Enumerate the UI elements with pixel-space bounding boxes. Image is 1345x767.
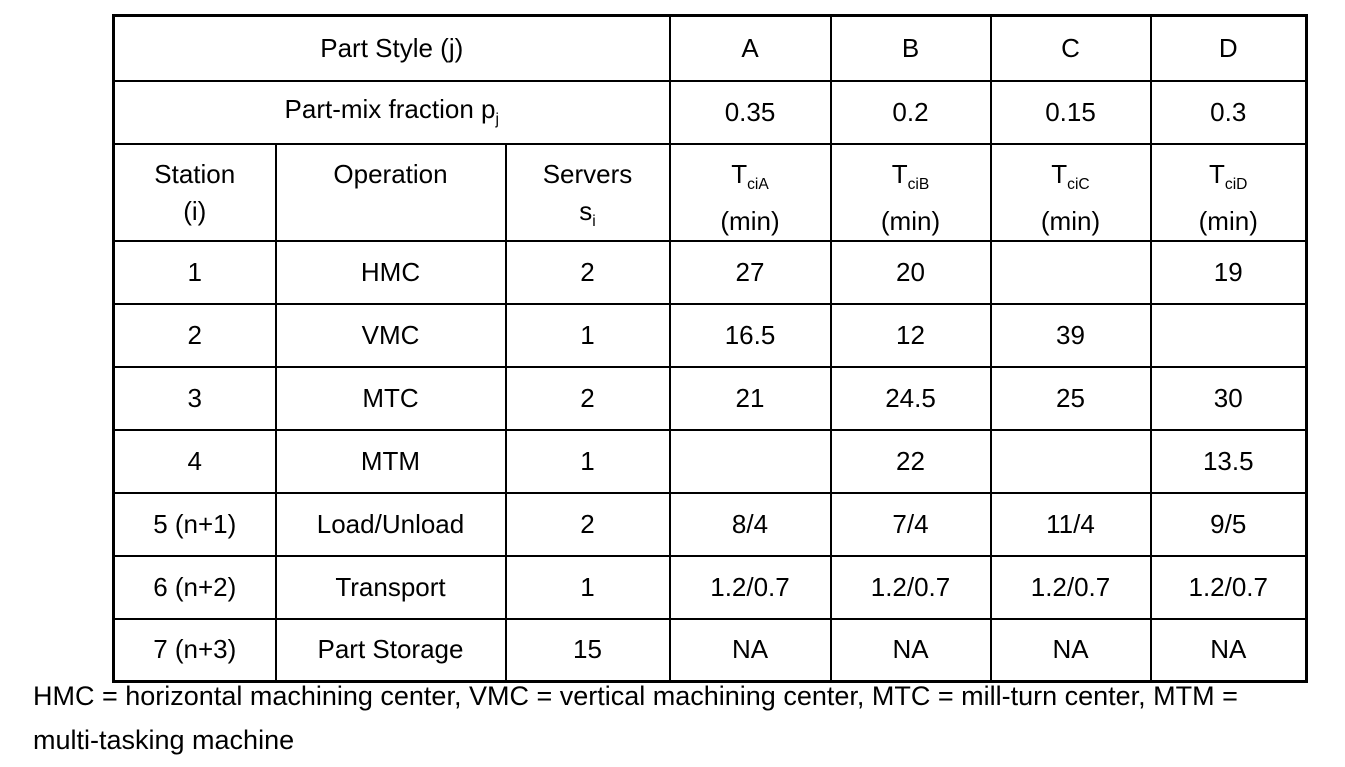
header-time-a-symbol: TciA bbox=[731, 158, 769, 193]
cell-operation: Part Storage bbox=[274, 617, 507, 683]
part-style-d: D bbox=[1149, 14, 1308, 82]
cell-time-d: 13.5 bbox=[1149, 428, 1308, 494]
cell-time-b: 22 bbox=[829, 428, 992, 494]
row-part-style: Part Style (j) A B C D bbox=[112, 14, 1308, 82]
cell-time-d bbox=[1149, 302, 1308, 368]
header-time-c-symbol: TciC bbox=[1051, 158, 1090, 193]
cell-time-c bbox=[989, 428, 1152, 494]
cell-time-b: 7/4 bbox=[829, 491, 992, 557]
part-mix-label-text: Part-mix fraction p bbox=[284, 94, 496, 125]
cell-station: 5 (n+1) bbox=[112, 491, 277, 557]
cell-time-d: NA bbox=[1149, 617, 1308, 683]
cell-time-c: 11/4 bbox=[989, 491, 1152, 557]
table-row-station-5: 5 (n+1) Load/Unload 2 8/4 7/4 11/4 9/5 bbox=[112, 491, 1308, 557]
cell-station: 1 bbox=[112, 239, 277, 305]
cell-servers: 1 bbox=[504, 302, 671, 368]
header-time-c: TciC (min) bbox=[989, 142, 1152, 242]
part-style-a: A bbox=[668, 14, 832, 82]
row-part-mix: Part-mix fraction pj 0.35 0.2 0.15 0.3 bbox=[112, 79, 1308, 145]
cell-operation: Transport bbox=[274, 554, 507, 620]
cell-servers: 1 bbox=[504, 428, 671, 494]
cell-station: 3 bbox=[112, 365, 277, 431]
row-column-headers: Station (i) Operation Servers si TciA (m… bbox=[112, 142, 1308, 242]
table-row-station-4: 4 MTM 1 22 13.5 bbox=[112, 428, 1308, 494]
fms-data-table: Part Style (j) A B C D Part-mix fraction… bbox=[112, 14, 1308, 684]
header-servers: Servers si bbox=[504, 142, 671, 242]
part-mix-value-d: 0.3 bbox=[1149, 79, 1308, 145]
table-row-station-7: 7 (n+3) Part Storage 15 NA NA NA NA bbox=[112, 617, 1308, 683]
cell-operation: Load/Unload bbox=[274, 491, 507, 557]
table-row-station-2: 2 VMC 1 16.5 12 39 bbox=[112, 302, 1308, 368]
table-row-station-3: 3 MTC 2 21 24.5 25 30 bbox=[112, 365, 1308, 431]
cell-time-c: 39 bbox=[989, 302, 1152, 368]
footnote-line-1: HMC = horizontal machining center, VMC =… bbox=[33, 681, 1238, 711]
cell-time-b: 20 bbox=[829, 239, 992, 305]
part-mix-label: Part-mix fraction pj bbox=[112, 79, 671, 145]
header-servers-line2: si bbox=[508, 193, 668, 239]
cell-time-a: 1.2/0.7 bbox=[668, 554, 832, 620]
header-time-d-unit: (min) bbox=[1198, 205, 1258, 236]
cell-time-d: 1.2/0.7 bbox=[1149, 554, 1308, 620]
part-mix-label-sub: j bbox=[495, 111, 499, 129]
cell-station: 6 (n+2) bbox=[112, 554, 277, 620]
header-time-b-symbol: TciB bbox=[891, 158, 930, 193]
header-station: Station (i) bbox=[112, 142, 277, 242]
cell-servers: 15 bbox=[504, 617, 671, 683]
part-style-b: B bbox=[829, 14, 992, 82]
cell-station: 7 (n+3) bbox=[112, 617, 277, 683]
part-style-label: Part Style (j) bbox=[112, 14, 671, 82]
part-style-c: C bbox=[989, 14, 1152, 82]
header-time-d: TciD (min) bbox=[1149, 142, 1308, 242]
table-row-station-6: 6 (n+2) Transport 1 1.2/0.7 1.2/0.7 1.2/… bbox=[112, 554, 1308, 620]
header-servers-line1: Servers bbox=[542, 158, 633, 189]
cell-time-c bbox=[989, 239, 1152, 305]
cell-operation: MTC bbox=[274, 365, 507, 431]
cell-time-a: 21 bbox=[668, 365, 832, 431]
header-time-a: TciA (min) bbox=[668, 142, 832, 242]
header-time-a-unit: (min) bbox=[720, 205, 780, 236]
cell-servers: 2 bbox=[504, 491, 671, 557]
cell-time-a bbox=[668, 428, 832, 494]
cell-time-b: 1.2/0.7 bbox=[829, 554, 992, 620]
part-mix-value-a: 0.35 bbox=[668, 79, 832, 145]
servers-symbol: s bbox=[579, 195, 593, 226]
cell-time-b: 12 bbox=[829, 302, 992, 368]
header-station-line2: (i) bbox=[183, 195, 207, 226]
cell-time-c: 1.2/0.7 bbox=[989, 554, 1152, 620]
footnote-line-2: multi-tasking machine bbox=[33, 725, 295, 755]
cell-time-c: NA bbox=[989, 617, 1152, 683]
table-row-station-1: 1 HMC 2 27 20 19 bbox=[112, 239, 1308, 305]
cell-time-b: NA bbox=[829, 617, 992, 683]
header-operation: Operation bbox=[274, 142, 507, 242]
header-station-line1: Station bbox=[154, 158, 236, 189]
cell-station: 4 bbox=[112, 428, 277, 494]
header-time-b-unit: (min) bbox=[880, 205, 941, 236]
part-mix-value-b: 0.2 bbox=[829, 79, 992, 145]
header-operation-line1: Operation bbox=[333, 158, 448, 189]
cell-time-a: 27 bbox=[668, 239, 832, 305]
cell-operation: VMC bbox=[274, 302, 507, 368]
cell-servers: 2 bbox=[504, 365, 671, 431]
part-mix-value-c: 0.15 bbox=[989, 79, 1152, 145]
servers-symbol-sub: i bbox=[592, 212, 596, 230]
header-time-b: TciB (min) bbox=[829, 142, 992, 242]
cell-time-d: 9/5 bbox=[1149, 491, 1308, 557]
cell-servers: 2 bbox=[504, 239, 671, 305]
cell-time-a: 16.5 bbox=[668, 302, 832, 368]
cell-time-c: 25 bbox=[989, 365, 1152, 431]
cell-servers: 1 bbox=[504, 554, 671, 620]
abbreviation-footnote: HMC = horizontal machining center, VMC =… bbox=[33, 674, 1238, 762]
cell-time-a: 8/4 bbox=[668, 491, 832, 557]
cell-station: 2 bbox=[112, 302, 277, 368]
cell-time-d: 19 bbox=[1149, 239, 1308, 305]
cell-operation: MTM bbox=[274, 428, 507, 494]
cell-operation: HMC bbox=[274, 239, 507, 305]
cell-time-d: 30 bbox=[1149, 365, 1308, 431]
cell-time-b: 24.5 bbox=[829, 365, 992, 431]
header-time-c-unit: (min) bbox=[1040, 205, 1101, 236]
cell-time-a: NA bbox=[668, 617, 832, 683]
header-time-d-symbol: TciD bbox=[1209, 158, 1248, 193]
